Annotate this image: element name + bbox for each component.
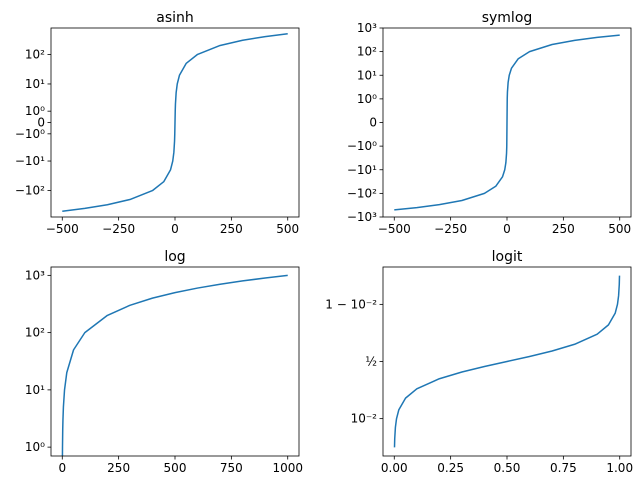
y-tick-label: 10⁰: [25, 104, 45, 118]
subplot-asinh: asinh−500 −250 0 250 500−10²−10¹−10⁰010⁰10¹1…: [15, 10, 300, 236]
x-tick-label: 250: [220, 222, 243, 236]
y-tick-label: 10²: [25, 47, 45, 61]
x-tick-label: 750: [220, 461, 243, 475]
y-tick-label: 10²: [25, 326, 45, 340]
y-tick-label: ½: [365, 355, 377, 369]
y-tick-label: −10²: [347, 186, 377, 200]
y-tick-label: −10⁰: [15, 127, 45, 141]
x-tick-label: 0: [503, 222, 511, 236]
x-tick-label: 500: [276, 222, 299, 236]
x-tick-label: −250: [434, 222, 467, 236]
subplot-title: symlog: [482, 10, 533, 26]
y-tick-label: 10³: [25, 268, 45, 282]
y-tick-label: −10⁰: [347, 139, 377, 153]
subplot-title: asinh: [156, 10, 194, 26]
x-tick-label: −500: [46, 222, 79, 236]
subplot-symlog: symlog −500 −250 0 250 500 −10³ −10² −10¹ −10⁰ 0 10…: [347, 10, 632, 236]
y-tick-label: 10⁻²: [351, 412, 378, 426]
y-tick-label: 10¹: [25, 383, 45, 397]
x-tick-label: 0.00: [381, 461, 408, 475]
y-tick-label: 0: [37, 116, 45, 130]
subplot-logit: logit 0.00 0.25 0.50 0.75 1.00 10⁻² ½ 1 − 10⁻²: [325, 249, 633, 475]
y-tick-label: 10³: [357, 21, 377, 35]
subplot-title: logit: [492, 249, 523, 265]
y-tick-label: 10²: [357, 45, 377, 59]
series-line: [393, 275, 621, 448]
x-tick-label: 0: [58, 461, 66, 475]
series-line: [61, 274, 288, 457]
x-tick-label: 0: [171, 222, 179, 236]
x-tick-label: 1000: [272, 461, 303, 475]
y-tick-label: −10²: [15, 184, 45, 198]
subplot-title: log: [164, 249, 185, 265]
y-tick-label: 10¹: [357, 68, 377, 82]
x-tick-label: −500: [378, 222, 411, 236]
series-line: [62, 32, 288, 213]
y-tick-label: 1 − 10⁻²: [325, 297, 377, 311]
x-tick-label: 1.00: [606, 461, 633, 475]
y-tick-label: 10¹: [25, 77, 45, 91]
x-tick-label: 500: [164, 461, 187, 475]
x-tick-label: 0.50: [494, 461, 521, 475]
series-line: [394, 34, 620, 211]
subplot-log: log 0 250 500 750 1000 10⁰ 10¹ 10² 10³: [25, 249, 303, 475]
y-tick-label: 10⁰: [357, 92, 377, 106]
x-tick-label: 500: [608, 222, 631, 236]
x-tick-label: 250: [107, 461, 130, 475]
x-tick-label: 250: [552, 222, 575, 236]
y-tick-label: −10¹: [347, 163, 377, 177]
y-tick-label: 10⁰: [25, 440, 45, 454]
x-tick-label: 0.25: [437, 461, 464, 475]
x-tick-label: −250: [102, 222, 135, 236]
y-tick-label: 0: [369, 116, 377, 130]
x-tick-label: 0.75: [550, 461, 577, 475]
y-tick-label: −10³: [347, 210, 377, 224]
y-tick-label: −10¹: [15, 154, 45, 168]
